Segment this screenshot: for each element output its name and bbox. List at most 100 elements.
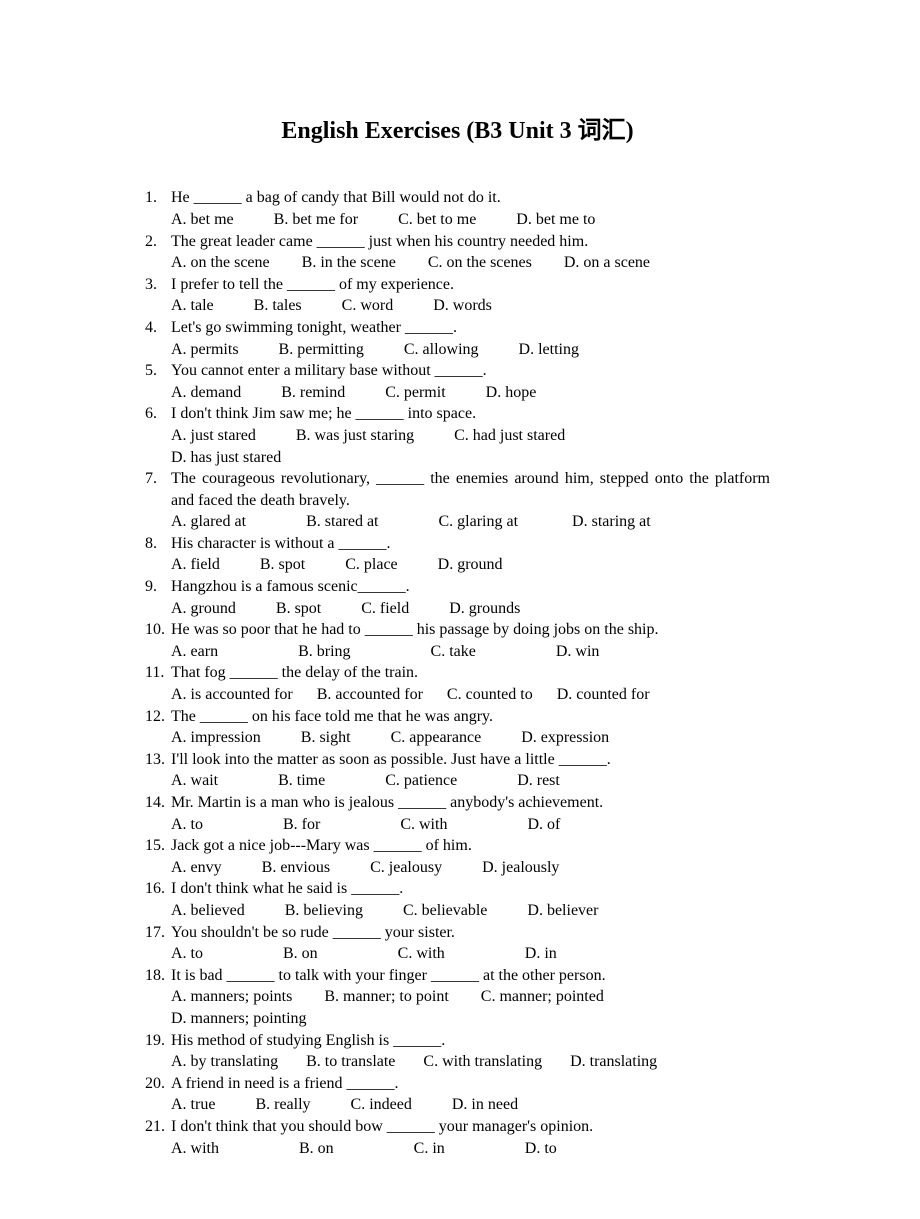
question-body: The ______ on his face told me that he w… (171, 706, 770, 728)
option: C. on the scenes (428, 252, 532, 274)
option: D. manners; pointing (171, 1008, 770, 1030)
option: C. jealousy (370, 857, 442, 879)
option: B. in the scene (302, 252, 396, 274)
question-number: 4. (145, 317, 171, 339)
question-number: 2. (145, 231, 171, 253)
question-text: I prefer to tell the ______ of my experi… (171, 274, 770, 296)
options-row: A. bet meB. bet me forC. bet to meD. bet… (145, 209, 770, 231)
options-row: A. is accounted forB. accounted forC. co… (145, 684, 770, 706)
option: A. is accounted for (171, 684, 293, 706)
option: C. bet to me (398, 209, 476, 231)
question-text: I don't think that you should bow ______… (171, 1116, 770, 1138)
option: B. on (299, 1138, 334, 1160)
question-body: He was so poor that he had to ______ his… (171, 619, 770, 641)
question-item: 15.Jack got a nice job---Mary was ______… (145, 835, 770, 878)
options-row: A. glared atB. stared atC. glaring atD. … (145, 511, 770, 533)
option: C. appearance (391, 727, 482, 749)
question-row: 11.That fog ______ the delay of the trai… (145, 662, 770, 684)
question-body: His method of studying English is ______… (171, 1030, 770, 1052)
options-row: A. envyB. enviousC. jealousyD. jealously (145, 857, 770, 879)
options-row: A. by translatingB. to translateC. with … (145, 1051, 770, 1073)
option: B. permitting (279, 339, 364, 361)
options-row: A. toB. onC. withD. in (145, 943, 770, 965)
question-body: A friend in need is a friend ______. (171, 1073, 770, 1095)
options-row: A. demandB. remindC. permitD. hope (145, 382, 770, 404)
option: C. patience (385, 770, 457, 792)
option: B. spot (260, 554, 305, 576)
question-item: 16.I don't think what he said is ______.… (145, 878, 770, 921)
question-item: 13.I'll look into the matter as soon as … (145, 749, 770, 792)
question-row: 18.It is bad ______ to talk with your fi… (145, 965, 770, 987)
question-number: 9. (145, 576, 171, 598)
option: D. ground (438, 554, 503, 576)
option: B. bet me for (274, 209, 358, 231)
option: D. believer (527, 900, 598, 922)
question-body: It is bad ______ to talk with your finge… (171, 965, 770, 987)
question-number: 7. (145, 468, 171, 511)
option: D. jealously (482, 857, 559, 879)
option: D. in (525, 943, 557, 965)
option: B. manner; to point (324, 986, 448, 1008)
question-body: You shouldn't be so rude ______ your sis… (171, 922, 770, 944)
question-text: Mr. Martin is a man who is jealous _____… (171, 792, 770, 814)
question-text: Hangzhou is a famous scenic______. (171, 576, 770, 598)
question-text: I don't think Jim saw me; he ______ into… (171, 403, 770, 425)
question-body: His character is without a ______. (171, 533, 770, 555)
option: B. time (278, 770, 325, 792)
question-text: The great leader came ______ just when h… (171, 231, 770, 253)
question-row: 6.I don't think Jim saw me; he ______ in… (145, 403, 770, 425)
question-body: The great leader came ______ just when h… (171, 231, 770, 253)
question-body: I prefer to tell the ______ of my experi… (171, 274, 770, 296)
options-row: A. withB. onC. inD. to (145, 1138, 770, 1160)
question-text: That fog ______ the delay of the train. (171, 662, 770, 684)
options-row: A. earnB. bringC. takeD. win (145, 641, 770, 663)
question-number: 5. (145, 360, 171, 382)
option: A. with (171, 1138, 219, 1160)
question-number: 11. (145, 662, 171, 684)
question-text: His character is without a ______. (171, 533, 770, 555)
question-item: 6.I don't think Jim saw me; he ______ in… (145, 403, 770, 468)
option: A. to (171, 814, 203, 836)
question-row: 4.Let's go swimming tonight, weather ___… (145, 317, 770, 339)
option: B. on (283, 943, 318, 965)
question-row: 10.He was so poor that he had to ______ … (145, 619, 770, 641)
question-number: 15. (145, 835, 171, 857)
question-item: 9.Hangzhou is a famous scenic______.A. g… (145, 576, 770, 619)
question-row: 9.Hangzhou is a famous scenic______. (145, 576, 770, 598)
question-number: 16. (145, 878, 171, 900)
question-text: A friend in need is a friend ______. (171, 1073, 770, 1095)
option: B. tales (254, 295, 302, 317)
question-row: 19.His method of studying English is ___… (145, 1030, 770, 1052)
question-number: 6. (145, 403, 171, 425)
option: D. bet me to (516, 209, 595, 231)
question-item: 1.He ______ a bag of candy that Bill wou… (145, 187, 770, 230)
option: D. grounds (449, 598, 520, 620)
question-item: 2.The great leader came ______ just when… (145, 231, 770, 274)
question-row: 1.He ______ a bag of candy that Bill wou… (145, 187, 770, 209)
question-row: 16.I don't think what he said is ______. (145, 878, 770, 900)
question-number: 18. (145, 965, 171, 987)
question-body: I don't think Jim saw me; he ______ into… (171, 403, 770, 425)
option: B. really (255, 1094, 310, 1116)
options-row: A. taleB. talesC. wordD. words (145, 295, 770, 317)
option: A. believed (171, 900, 245, 922)
question-body: He ______ a bag of candy that Bill would… (171, 187, 770, 209)
options-row: A. believedB. believingC. believableD. b… (145, 900, 770, 922)
question-body: You cannot enter a military base without… (171, 360, 770, 382)
question-text: You shouldn't be so rude ______ your sis… (171, 922, 770, 944)
option: D. win (556, 641, 600, 663)
question-body: Let's go swimming tonight, weather _____… (171, 317, 770, 339)
option: C. in (414, 1138, 445, 1160)
question-number: 13. (145, 749, 171, 771)
option: B. was just staring (296, 425, 414, 447)
option: B. envious (262, 857, 330, 879)
options-row: A. impressionB. sightC. appearanceD. exp… (145, 727, 770, 749)
option: C. glaring at (439, 511, 519, 533)
question-number: 12. (145, 706, 171, 728)
question-row: 8.His character is without a ______. (145, 533, 770, 555)
option: A. just stared (171, 425, 256, 447)
question-row: 21.I don't think that you should bow ___… (145, 1116, 770, 1138)
question-text: I don't think what he said is ______. (171, 878, 770, 900)
question-number: 8. (145, 533, 171, 555)
question-number: 10. (145, 619, 171, 641)
